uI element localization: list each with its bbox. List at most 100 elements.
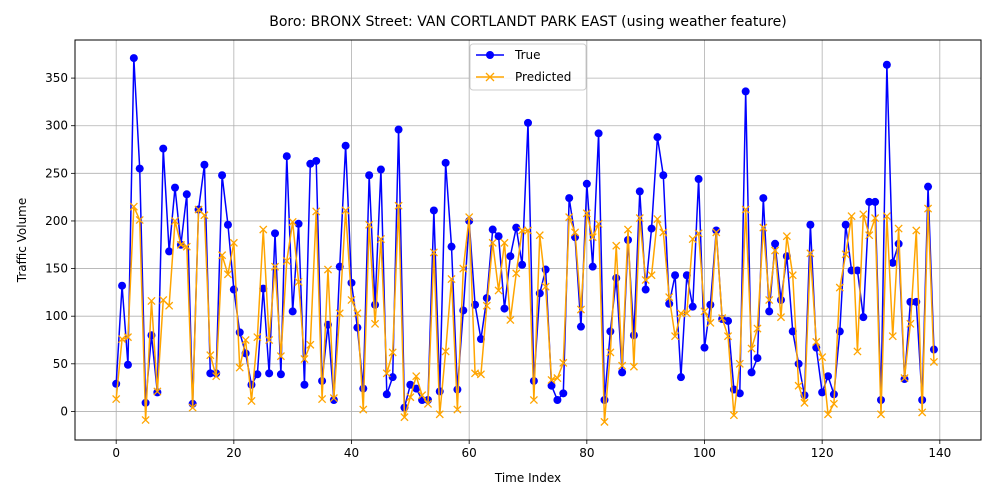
series-true-point: [559, 389, 568, 398]
series-predicted-point: [582, 209, 591, 218]
series-predicted-point: [200, 211, 209, 220]
series-predicted-point: [394, 201, 403, 210]
series-predicted-point: [429, 248, 438, 257]
series-predicted-point: [259, 225, 268, 234]
series-predicted-point: [712, 228, 721, 237]
series-true-point: [606, 327, 615, 336]
series-true-point: [388, 373, 397, 382]
series-true-point: [824, 372, 833, 381]
series-true-point: [588, 262, 597, 271]
series-predicted-point: [523, 226, 533, 235]
series-true-point: [112, 379, 121, 388]
series-true-point: [235, 328, 244, 337]
series-predicted-point: [329, 394, 338, 403]
series-true-point: [794, 359, 803, 368]
series-true-point: [253, 370, 262, 379]
series-predicted-point: [218, 251, 227, 260]
series-predicted-point: [723, 332, 733, 341]
x-tick-label: 0: [112, 446, 120, 460]
series-predicted-point: [123, 333, 133, 342]
series-predicted-point: [241, 335, 250, 345]
series-true: [112, 54, 938, 412]
series-true-point: [765, 307, 774, 316]
series-predicted-point: [818, 353, 827, 362]
series-predicted-point: [812, 337, 821, 346]
series-true-point: [653, 133, 662, 142]
y-tick-label: 250: [45, 166, 68, 180]
series-predicted-point: [453, 405, 462, 414]
series-predicted-point: [270, 262, 280, 271]
series-predicted-point: [223, 270, 233, 279]
series-true-point: [459, 306, 468, 315]
series-true-point: [300, 380, 309, 389]
series-true-point: [859, 313, 868, 322]
series-true-point: [259, 284, 268, 293]
series-true-point: [612, 274, 621, 283]
chart-title: Boro: BRONX Street: VAN CORTLANDT PARK E…: [269, 14, 786, 30]
series-predicted-point: [153, 387, 162, 396]
series-true-point: [294, 219, 303, 228]
series-predicted-point: [647, 271, 656, 280]
series-predicted-point: [565, 213, 574, 222]
series-predicted-point: [847, 212, 856, 221]
series-predicted-point: [188, 403, 197, 412]
series-predicted-point: [794, 381, 803, 390]
series-predicted-point: [129, 202, 138, 211]
series-true-point: [647, 224, 656, 233]
series-predicted-point: [465, 213, 474, 222]
series-true-point: [753, 354, 762, 363]
series-predicted-point: [700, 307, 709, 316]
series-true-point: [688, 302, 697, 311]
series-predicted-point: [276, 352, 285, 361]
series-true-point: [888, 258, 897, 267]
series-predicted-point: [718, 314, 727, 323]
series-true-point: [553, 396, 562, 404]
series-predicted-point: [182, 242, 191, 251]
y-axis: 0 50 100 150 200 250 300 350: [45, 71, 75, 418]
legend-predicted-label: Predicted: [515, 70, 571, 84]
series-predicted-point: [729, 411, 738, 420]
series-predicted-point: [400, 413, 409, 422]
series-true-point: [524, 118, 532, 127]
series-predicted-point: [671, 332, 680, 341]
series-predicted-point: [629, 362, 638, 371]
x-axis: 0 20 40 60 80 100 120 140: [112, 440, 951, 460]
series-predicted-point: [771, 246, 780, 255]
series-true-point: [724, 316, 733, 325]
series-true-point: [582, 179, 591, 188]
series-predicted-point: [418, 391, 427, 400]
y-tick-label: 100: [45, 309, 68, 323]
series-predicted-point: [412, 372, 421, 381]
series-predicted-point: [482, 301, 491, 310]
series-predicted-point: [535, 231, 544, 240]
series-true-point: [129, 54, 138, 63]
series-predicted-point: [829, 399, 838, 408]
series-predicted-point: [247, 396, 256, 406]
series-true-point: [265, 369, 274, 378]
series-predicted-point: [653, 214, 662, 224]
series-predicted-point: [506, 315, 515, 325]
series-true-point: [453, 385, 462, 394]
series-true-point: [165, 247, 174, 256]
series-predicted-point: [918, 408, 927, 417]
series-true-point: [376, 165, 385, 174]
x-axis-label: Time Index: [494, 471, 561, 485]
series-true-point: [776, 296, 785, 304]
series-predicted-point: [888, 332, 897, 341]
series-true-point: [276, 370, 285, 379]
series-predicted-point: [694, 229, 703, 238]
series-true-point: [447, 242, 456, 251]
legend-true-marker: [486, 51, 494, 59]
series-predicted-point: [823, 410, 833, 419]
series-true-point: [118, 281, 127, 290]
series-predicted-point: [294, 277, 303, 286]
y-tick-label: 0: [60, 404, 68, 418]
series-predicted-point: [288, 217, 297, 226]
series-predicted-point: [447, 274, 456, 284]
series-predicted-point: [435, 410, 444, 419]
series-predicted-point: [382, 369, 391, 378]
series-predicted-point: [370, 319, 380, 328]
series-predicted-point: [306, 340, 315, 349]
series-true-point: [171, 183, 180, 192]
legend-predicted-marker: [485, 72, 495, 82]
